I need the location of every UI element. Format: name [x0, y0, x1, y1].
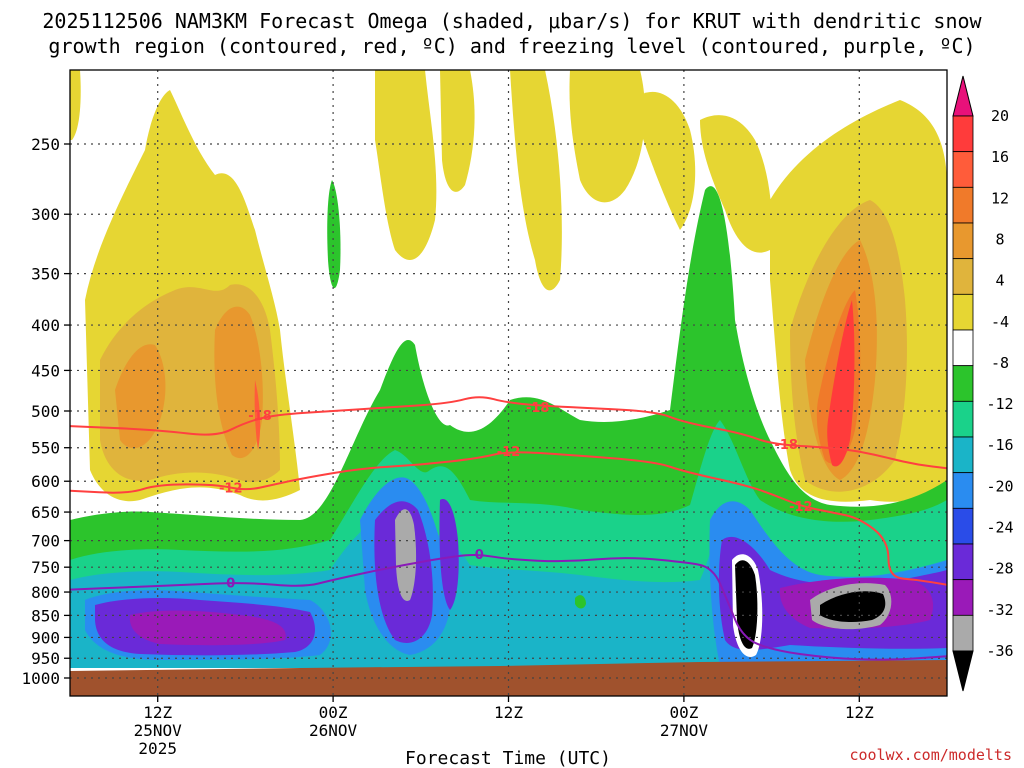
- colorbar: 20 16 12 8 4 -4 -8 -12 -16 -20 -24 -28 -32 -36: [952, 75, 1014, 692]
- y-tick-label: 350: [31, 265, 60, 284]
- y-tick-label: 700: [31, 532, 60, 551]
- y-tick-label: 800: [31, 583, 60, 602]
- ground-surface: [70, 671, 947, 696]
- y-tick-label: 500: [31, 402, 60, 421]
- colorbar-swatch: [952, 186, 974, 224]
- colorbar-swatch: [952, 115, 974, 153]
- omega-shading-positive: [70, 70, 947, 672]
- x-tick-date: 25NOV: [134, 721, 183, 740]
- x-tick-label: 12Z: [143, 703, 172, 722]
- x-tick-label: 12Z: [845, 703, 874, 722]
- contour-lines: -18 -18 -18 -12 -12 -12 0 0: [70, 396, 947, 661]
- plot-area: -18 -18 -18 -12 -12 -12 0 0: [70, 70, 947, 696]
- colorbar-swatch: [952, 579, 974, 616]
- y-tick-label: 1000: [21, 669, 60, 688]
- chart-title-line2: growth region (contoured, red, ºC) and f…: [48, 34, 975, 58]
- colorbar-swatch: [952, 507, 974, 545]
- contour-dgz-12: [70, 451, 947, 586]
- contour-label-freezing-0: 0: [475, 548, 484, 563]
- ground-surface-edge: [70, 660, 947, 671]
- colorbar-swatch: [952, 222, 974, 260]
- colorbar-swatch: [952, 436, 974, 474]
- colorbar-label: 4: [995, 272, 1004, 290]
- x-tick-label: 12Z: [494, 703, 523, 722]
- colorbar-label: -4: [991, 313, 1009, 331]
- x-tick-date: 27NOV: [660, 721, 709, 740]
- colorbar-top-arrow: [952, 75, 974, 117]
- y-tick-label: 750: [31, 558, 60, 577]
- colorbar-label: -20: [986, 477, 1013, 495]
- contour-label-dgz-18: -18: [526, 401, 550, 416]
- y-tick-label: 650: [31, 503, 60, 522]
- colorbar-label: 12: [991, 189, 1009, 207]
- colorbar-swatch: [952, 293, 974, 331]
- colorbar-label: 20: [991, 107, 1009, 125]
- y-tick-label: 400: [31, 316, 60, 335]
- colorbar-swatch: [952, 329, 974, 367]
- contour-label-dgz-12: -12: [219, 482, 243, 497]
- colorbar-swatch: [952, 400, 974, 438]
- contour-freezing-0: [70, 553, 947, 661]
- y-tick-label: 950: [31, 649, 60, 668]
- colorbar-bottom-arrow: [952, 650, 974, 692]
- colorbar-label: -32: [986, 601, 1013, 619]
- colorbar-label: -12: [986, 395, 1013, 413]
- contour-label-dgz-12: -12: [497, 445, 521, 460]
- y-tick-label: 450: [31, 361, 60, 380]
- contour-label-dgz-18: -18: [248, 409, 272, 424]
- colorbar-label: 8: [995, 230, 1004, 248]
- y-tick-label: 300: [31, 205, 60, 224]
- colorbar-label: -24: [986, 519, 1013, 537]
- y-tick-label: 550: [31, 439, 60, 458]
- chart-title-line1: 2025112506 NAM3KM Forecast Omega (shaded…: [42, 9, 982, 33]
- credit-link[interactable]: coolwx.com/modelts: [849, 746, 1012, 764]
- colorbar-swatch: [952, 151, 974, 188]
- x-tick-label: 00Z: [319, 703, 348, 722]
- colorbar-label: -8: [991, 354, 1009, 372]
- colorbar-label: -36: [986, 642, 1013, 660]
- y-tick-label: 250: [31, 135, 60, 154]
- colorbar-swatch: [952, 258, 974, 295]
- y-axis: 250 300 350 400 450 500 550 600 650 700 750 800 850 9…: [21, 135, 70, 688]
- contour-label-freezing-0: 0: [226, 576, 235, 591]
- colorbar-swatch: [952, 365, 974, 402]
- y-tick-label: 850: [31, 606, 60, 625]
- colorbar-label: 16: [991, 148, 1009, 166]
- y-tick-label: 900: [31, 628, 60, 647]
- x-tick-date: 26NOV: [309, 721, 358, 740]
- x-tick-label: 00Z: [669, 703, 698, 722]
- colorbar-label: -28: [986, 560, 1013, 578]
- contour-dgz-18: [70, 396, 947, 470]
- colorbar-swatch: [952, 472, 974, 509]
- contour-label-dgz-12: -12: [789, 500, 813, 515]
- contour-label-dgz-18: -18: [774, 438, 798, 453]
- x-axis-title: Forecast Time (UTC): [405, 748, 611, 768]
- colorbar-label: -16: [986, 436, 1013, 454]
- colorbar-swatch: [952, 614, 974, 652]
- colorbar-swatch: [952, 543, 974, 581]
- y-tick-label: 600: [31, 472, 60, 491]
- x-tick-year: 2025: [138, 739, 177, 758]
